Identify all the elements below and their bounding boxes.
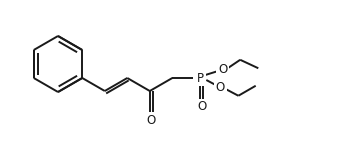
Text: O: O (197, 100, 206, 114)
Text: O: O (218, 63, 228, 76)
Text: P: P (197, 71, 204, 85)
Text: O: O (147, 114, 156, 126)
Text: O: O (216, 81, 225, 94)
